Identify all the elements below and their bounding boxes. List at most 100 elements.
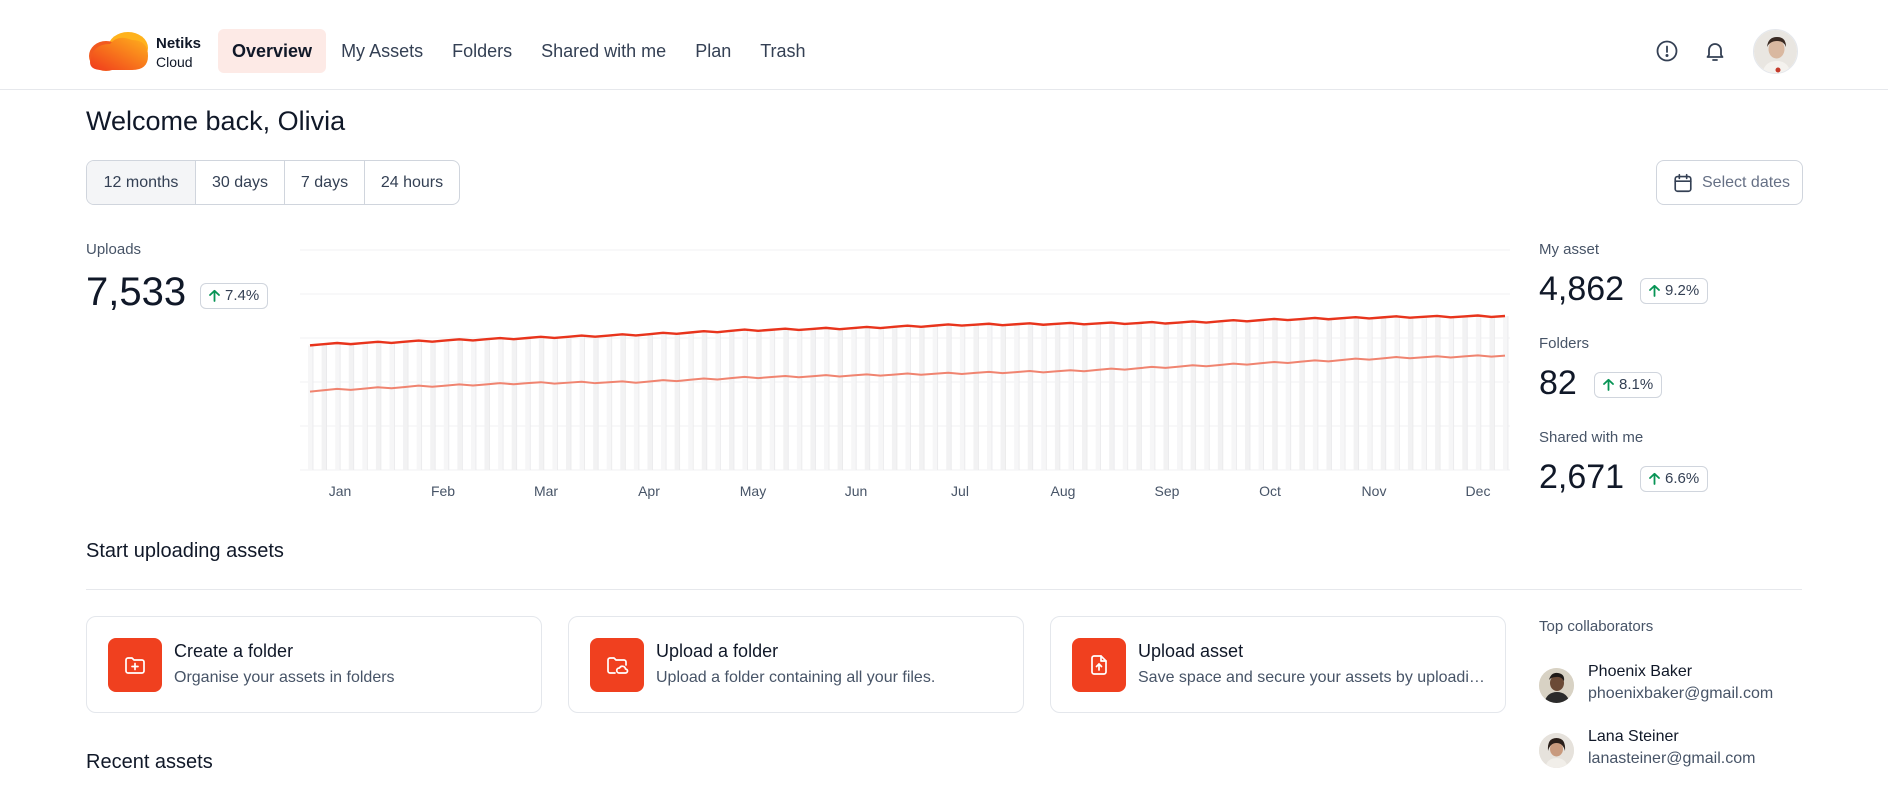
- arrow-up-icon: [209, 289, 220, 302]
- upload-folder-icon-tile: [590, 638, 644, 692]
- brand-subtitle: Cloud: [156, 54, 193, 70]
- shared-change-badge: 6.6%: [1640, 466, 1709, 492]
- chart-x-tick-dec: Dec: [1466, 483, 1491, 499]
- chart-bar-shade: [796, 329, 802, 470]
- uploads-change-value: 7.4%: [225, 287, 260, 304]
- calendar-icon: [1674, 173, 1692, 193]
- chart-bar-shade: [321, 344, 327, 470]
- folder-plus-icon: [125, 657, 145, 674]
- top-navigation-bar: Netiks Cloud Overview My Assets Folders …: [0, 0, 1888, 90]
- chart-x-tick-jun: Jun: [845, 483, 868, 499]
- chart-bar-shade: [701, 331, 707, 470]
- chart-bar-shade: [375, 341, 381, 470]
- chart-bar-shade: [1353, 317, 1359, 470]
- chart-bar-shade: [1407, 317, 1413, 470]
- range-30-days[interactable]: 30 days: [196, 161, 285, 204]
- collaborator-email: phoenixbaker@gmail.com: [1588, 685, 1774, 702]
- folders-value: 82: [1539, 364, 1577, 402]
- range-7-days[interactable]: 7 days: [285, 161, 365, 204]
- nav-trash[interactable]: Trash: [760, 41, 806, 61]
- chart-bar-shade: [1258, 320, 1264, 470]
- user-avatar[interactable]: [1753, 29, 1798, 74]
- chart-bar-shade: [1380, 317, 1386, 470]
- chart-bar-shade: [1163, 323, 1169, 470]
- chart-bar-shade: [986, 323, 992, 470]
- upload-folder-desc: Upload a folder containing all your file…: [656, 669, 936, 686]
- chart-bar-shade: [742, 329, 748, 470]
- upload-folder-card[interactable]: Upload a folder Upload a folder containi…: [568, 616, 1024, 713]
- chart-bar-shade: [1435, 315, 1441, 470]
- chart-bar-shade: [864, 326, 870, 470]
- chart-bar-shade: [1285, 320, 1291, 470]
- chart-bar-shade: [756, 330, 762, 470]
- chart-bar-shade: [1000, 325, 1006, 470]
- collaborator-name: Lana Steiner: [1588, 728, 1679, 745]
- chart-bar-shade: [1272, 318, 1278, 470]
- chart-bar-shade: [1136, 323, 1142, 470]
- nav-my-assets[interactable]: My Assets: [341, 41, 424, 61]
- chart-bar-shade: [552, 337, 558, 470]
- avatar: [1539, 668, 1574, 703]
- collaborator-avatar-portrait: [1539, 733, 1574, 768]
- chart-bar-shade: [1041, 324, 1047, 470]
- chart-bar-shade: [484, 339, 490, 470]
- collaborator-avatar-portrait: [1539, 668, 1574, 703]
- chart-x-tick-feb: Feb: [431, 483, 455, 499]
- chart-bar-shade: [946, 324, 952, 470]
- folders-change-badge: 8.1%: [1594, 372, 1663, 398]
- chart-bar-shade: [1204, 322, 1210, 470]
- chart-bar-shade: [606, 335, 612, 470]
- arrow-up-icon: [1649, 284, 1660, 297]
- uploads-label: Uploads: [86, 241, 142, 258]
- chart-bar-shade: [919, 326, 925, 470]
- range-24-hours[interactable]: 24 hours: [380, 174, 444, 191]
- section-divider: [86, 589, 1802, 590]
- info-icon[interactable]: [1655, 39, 1679, 63]
- create-folder-icon-tile: [108, 638, 162, 692]
- uploads-line-chart: Jan Feb Mar Apr May Jun Jul Aug Sep Oct Nov Dec: [300, 249, 1510, 499]
- chart-bar-shade: [538, 336, 544, 470]
- create-folder-card[interactable]: Create a folder Organise your assets in …: [86, 616, 542, 713]
- arrow-up-icon: [1649, 472, 1660, 485]
- collaborator-item[interactable]: Phoenix Baker phoenixbaker@gmail.com: [1539, 663, 1799, 707]
- nav-plan[interactable]: Plan: [695, 41, 732, 61]
- select-dates-label: Select dates: [1702, 174, 1791, 191]
- chart-bar-shade: [470, 340, 476, 470]
- chart-bar-shade: [566, 336, 572, 470]
- chart-bar-shade: [851, 328, 857, 470]
- brand-title: Netiks: [156, 35, 202, 52]
- chart-bar-shade: [674, 333, 680, 470]
- my-asset-label: My asset: [1539, 241, 1600, 258]
- my-asset-value: 4,862: [1539, 270, 1625, 308]
- chart-bar-shade: [593, 336, 599, 470]
- netiks-cloud-logo[interactable]: [88, 30, 154, 72]
- chart-x-tick-may: May: [740, 483, 766, 499]
- select-dates-button[interactable]: Select dates: [1656, 160, 1803, 205]
- chart-bar-shade: [1068, 322, 1074, 470]
- chart-bar-shade: [1448, 317, 1454, 470]
- nav-folders[interactable]: Folders: [452, 41, 513, 61]
- chart-bar-shade: [498, 338, 504, 470]
- shared-change-value: 6.6%: [1665, 470, 1700, 487]
- brand-name: Netiks Cloud: [156, 35, 201, 71]
- chart-bar-shade: [389, 342, 395, 470]
- uploads-change-badge: 7.4%: [200, 283, 269, 309]
- nav-shared-with-me[interactable]: Shared with me: [541, 41, 667, 61]
- arrow-up-icon: [1603, 378, 1614, 391]
- upload-asset-card[interactable]: Upload asset Save space and secure your …: [1050, 616, 1506, 713]
- chart-bar-shade: [443, 340, 449, 470]
- chart-bar-shade: [335, 343, 341, 470]
- upload-asset-title: Upload asset: [1138, 641, 1244, 661]
- time-range-selector: 12 months 30 days 7 days 24 hours: [86, 160, 460, 205]
- main-nav: Overview My Assets Folders Shared with m…: [218, 29, 821, 73]
- chart-bar-shade: [457, 339, 463, 470]
- chart-bar-shade: [1190, 321, 1196, 470]
- range-12-months[interactable]: 12 months: [87, 161, 196, 204]
- collaborator-item[interactable]: Lana Steiner lanasteiner@gmail.com: [1539, 728, 1799, 772]
- chart-bar-shade: [403, 341, 409, 470]
- chart-bar-shade: [1095, 323, 1101, 470]
- bell-icon[interactable]: [1703, 39, 1727, 63]
- start-uploading-heading: Start uploading assets: [86, 540, 284, 562]
- chart-bar-shade: [878, 328, 884, 470]
- nav-overview[interactable]: Overview: [218, 29, 327, 73]
